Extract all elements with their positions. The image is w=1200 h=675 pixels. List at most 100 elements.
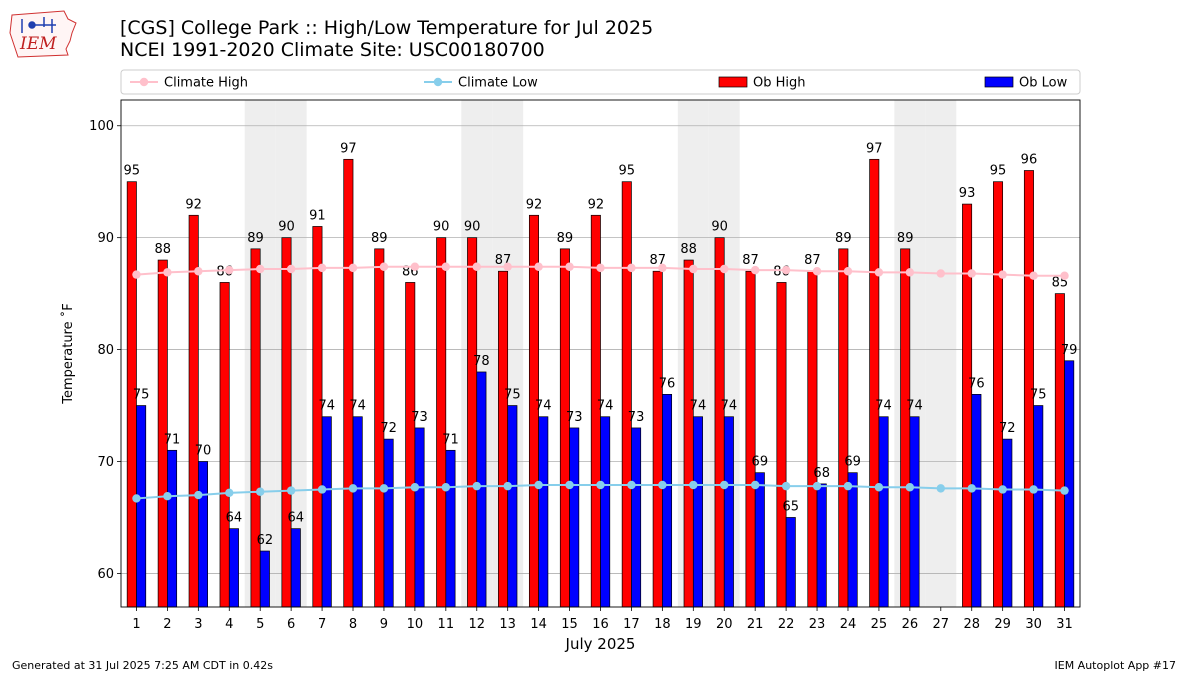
x-tick-label: 4 [225,617,233,632]
x-tick-label: 9 [380,617,388,632]
y-tick-label: 80 [97,343,114,358]
ob-high-bar [1054,293,1065,608]
ob-high-bar [281,237,292,608]
ob-low-label: 64 [288,511,305,526]
climate-low-point [936,484,945,493]
ob-low-bar [136,405,147,608]
ob-low-bar [445,449,456,608]
iowa-state-outline-icon [9,10,77,58]
ob-high-bar [807,270,818,608]
ob-high-label: 93 [959,186,976,201]
climate-low-point [843,481,853,491]
ob-high-bar [714,237,725,608]
climate-high-point [750,265,760,275]
ob-high-bar [621,181,632,608]
ob-low-bar [847,472,858,608]
ob-low-label: 74 [875,399,892,414]
ob-high-label: 90 [278,220,295,235]
ob-low-label: 62 [257,533,274,548]
climate-low-point [720,480,729,490]
ob-low-bar [259,550,270,608]
x-tick-label: 27 [933,617,950,632]
climate-low-point [379,484,389,493]
x-tick-label: 11 [438,617,455,632]
climate-low-point [286,486,296,495]
climate-low-point [163,491,172,501]
ob-high-bar [312,226,323,608]
legend-ob-low-label: Ob Low [1019,76,1068,91]
climate-high-point [720,264,729,274]
ob-low-label: 74 [906,399,923,414]
climate-high-point [812,267,822,276]
ob-low-label: 71 [442,432,459,447]
climate-low-point [441,483,451,492]
climate-low-point [534,480,543,490]
x-tick-label: 2 [163,617,171,632]
x-tick-label: 6 [287,617,295,632]
ob-low-bar [971,394,982,608]
x-tick-label: 24 [840,617,857,632]
ob-high-label: 87 [742,253,759,268]
ob-high-label: 89 [557,231,574,246]
climate-high-point [348,263,358,273]
x-tick-label: 12 [468,617,485,632]
x-tick-label: 20 [716,617,733,632]
ob-low-label: 70 [195,444,212,459]
ob-high-bar [559,248,570,608]
ob-high-bar [652,270,663,608]
ob-low-bar [538,416,549,608]
ob-high-bar [962,203,973,608]
ob-high-bar [776,282,787,608]
climate-low-point [967,484,976,493]
ob-low-label: 69 [844,455,861,470]
climate-low-point [1060,486,1069,495]
ob-high-label: 92 [526,197,543,212]
climate-low-point [998,485,1007,494]
x-tick-label: 15 [561,617,578,632]
ob-low-label: 78 [473,354,490,369]
x-tick-label: 31 [1056,617,1073,632]
y-tick-label: 70 [97,455,114,470]
ob-low-label: 72 [380,421,397,436]
climate-high-point [1029,271,1038,280]
ob-low-label: 74 [535,399,552,414]
ob-low-label: 73 [566,410,583,425]
climate-high-point [225,265,234,275]
climate-low-point [472,481,481,491]
ob-low-label: 73 [411,410,428,425]
ob-low-label: 76 [968,376,985,391]
legend-ob-low-swatch [984,76,1014,88]
y-axis-label: Temperature ˚F [60,303,76,404]
ob-high-label: 89 [247,231,264,246]
ob-high-bar [343,158,354,608]
ob-high-bar [405,282,416,608]
ob-high-label: 92 [588,197,605,212]
ob-low-bar [197,461,208,608]
ob-high-label: 89 [897,231,914,246]
climate-high-point [781,265,791,275]
climate-high-point [998,270,1007,279]
x-axis-label: July 2025 [565,635,636,653]
ob-high-label: 88 [680,242,697,257]
x-tick-label: 22 [778,617,795,632]
climate-low-point [194,490,203,500]
ob-low-label: 74 [597,399,614,414]
ob-high-bar [838,248,849,608]
ob-low-bar [414,427,425,608]
climate-high-point [286,264,296,274]
ob-low-label: 75 [1030,388,1047,403]
ob-high-bar [467,237,478,608]
ob-low-bar [816,483,827,608]
ob-low-bar [692,416,703,608]
climate-low-point [689,480,698,490]
legend-climate-low-marker [433,77,443,87]
ob-high-label: 92 [185,197,202,212]
climate-low-point [905,483,915,492]
ob-high-bar [436,237,447,608]
ob-low-label: 74 [721,399,738,414]
x-tick-label: 16 [592,617,609,632]
climate-high-point [503,262,512,271]
climate-low-point [658,480,667,490]
ob-low-label: 64 [226,511,243,526]
x-tick-label: 5 [256,617,264,632]
